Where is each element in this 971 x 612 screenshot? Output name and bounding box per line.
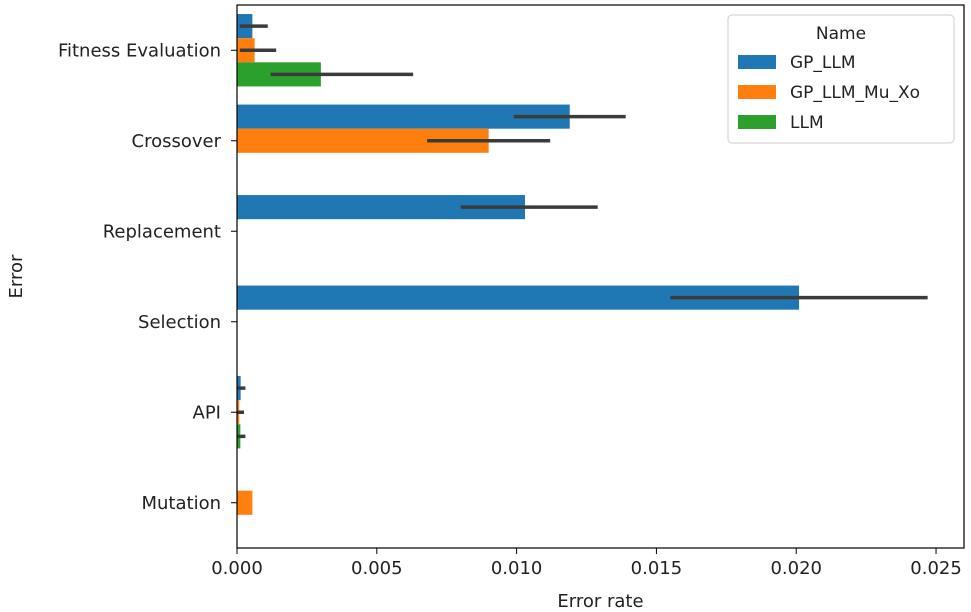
error-bars-layer bbox=[237, 24, 928, 439]
x-axis: 0.000 0.005 0.010 0.015 0.020 0.025 bbox=[211, 548, 962, 579]
legend-swatch bbox=[738, 85, 776, 99]
x-tick-label: 0.015 bbox=[631, 558, 683, 579]
legend-label: GP_LLM_Mu_Xo bbox=[790, 83, 920, 103]
x-tick-label: 0.005 bbox=[351, 558, 403, 579]
x-tick-label: 0.000 bbox=[211, 558, 263, 579]
legend-label: GP_LLM bbox=[790, 53, 856, 73]
legend-swatch bbox=[738, 55, 776, 69]
x-tick-label: 0.020 bbox=[770, 558, 822, 579]
bar bbox=[237, 490, 253, 515]
y-tick-label: Replacement bbox=[103, 221, 221, 242]
legend-title: Name bbox=[816, 24, 866, 44]
legend-label: LLM bbox=[790, 113, 824, 133]
y-tick-label: Selection bbox=[138, 312, 221, 333]
legend-swatch bbox=[738, 115, 776, 129]
bars-layer bbox=[237, 14, 800, 515]
y-axis: Fitness Evaluation Crossover Replacement Se… bbox=[58, 40, 237, 514]
plot-frame bbox=[236, 4, 965, 549]
legend: Name GP_LLM GP_LLM_Mu_Xo LLM bbox=[727, 14, 955, 144]
y-tick-label: Fitness Evaluation bbox=[58, 40, 221, 61]
y-axis-label: Error bbox=[6, 254, 27, 298]
y-tick-label: Crossover bbox=[132, 131, 222, 152]
legend-box bbox=[727, 14, 955, 144]
y-tick-label: API bbox=[193, 402, 221, 423]
x-tick-label: 0.025 bbox=[910, 558, 962, 579]
y-tick-label: Mutation bbox=[141, 493, 221, 514]
x-tick-label: 0.010 bbox=[491, 558, 543, 579]
x-axis-label: Error rate bbox=[557, 591, 643, 612]
